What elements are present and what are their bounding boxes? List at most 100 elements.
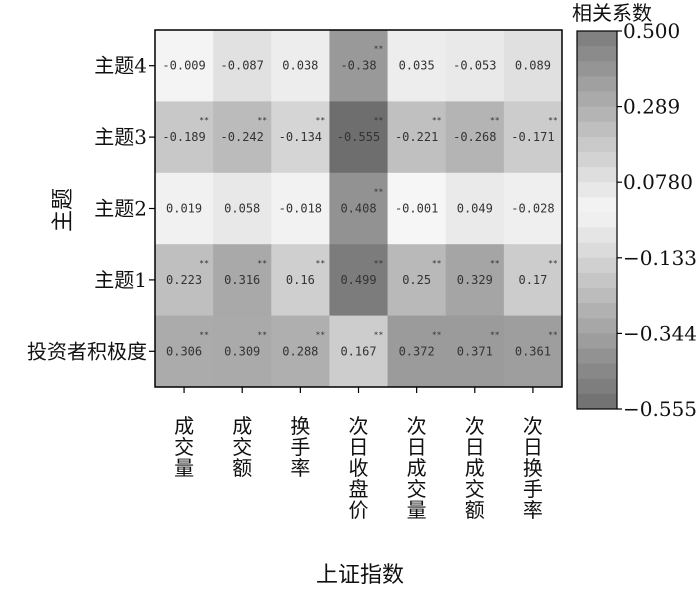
column-label: 次日成交量 xyxy=(407,414,427,522)
colorbar-swatch xyxy=(577,212,617,229)
heatmap-cell xyxy=(271,244,330,317)
heatmap-cell xyxy=(329,172,389,245)
colorbar-swatch xyxy=(577,393,617,410)
cell-value-label: 0.288 xyxy=(282,344,318,358)
cell-value-label: 0.25 xyxy=(402,273,431,287)
cell-value-label: -0.555 xyxy=(337,130,380,144)
colorbar-frame xyxy=(576,30,618,410)
row-label: 主题2 xyxy=(94,197,147,221)
cell-value-label: -0.053 xyxy=(453,59,496,73)
colorbar-swatch xyxy=(577,288,617,304)
heatmap-cell xyxy=(271,30,330,102)
heatmap-cell xyxy=(155,172,214,245)
cell-value-label: -0.028 xyxy=(511,202,554,216)
colorbar-swatch xyxy=(577,303,617,319)
cell-value-label: 0.371 xyxy=(457,344,493,358)
colorbar-tick-label: −0.555 xyxy=(623,397,697,421)
colorbar-swatch xyxy=(577,121,617,138)
significance-mark: ** xyxy=(490,116,500,125)
significance-mark: ** xyxy=(374,188,384,197)
heatmap-cell xyxy=(445,315,505,388)
significance-mark: ** xyxy=(257,330,267,339)
significance-mark: ** xyxy=(199,330,209,339)
cell-value-label: 0.499 xyxy=(340,273,376,287)
colorbar-swatch xyxy=(577,106,617,123)
cell-value-label: 0.058 xyxy=(224,202,260,216)
colorbar-tick-label: 0.500 xyxy=(623,19,680,43)
cell-value-label: -0.009 xyxy=(162,59,205,73)
cell-value-label: 0.372 xyxy=(399,344,435,358)
cell-value-label: -0.018 xyxy=(279,202,322,216)
heatmap-cell xyxy=(155,101,214,174)
cell-value-label: -0.087 xyxy=(221,59,264,73)
heatmap-cell xyxy=(445,172,505,245)
colorbar-swatch xyxy=(577,136,617,153)
heatmap-cell xyxy=(387,315,447,388)
column-label: 换手率 xyxy=(290,414,310,480)
heatmap-cell xyxy=(155,315,214,388)
heatmap-cell xyxy=(503,101,563,174)
colorbar-swatch xyxy=(577,31,617,47)
cell-value-label: -0.001 xyxy=(395,202,438,216)
column-label: 次日换手率 xyxy=(523,414,543,522)
heatmap-cell xyxy=(445,101,505,174)
cell-value-label: 0.038 xyxy=(282,59,318,73)
significance-mark: ** xyxy=(490,330,500,339)
heatmap-cell xyxy=(387,172,447,245)
x-axis-title: 上证指数 xyxy=(316,563,404,588)
heatmap-cell xyxy=(503,315,563,388)
heatmap-cell xyxy=(213,172,272,245)
cell-value-label: -0.268 xyxy=(453,130,496,144)
cell-value-label: 0.361 xyxy=(515,344,551,358)
cell-value-label: 0.306 xyxy=(166,344,202,358)
significance-mark: ** xyxy=(432,330,442,339)
colorbar-swatch xyxy=(577,272,617,289)
cell-value-label: 0.408 xyxy=(340,202,376,216)
column-label: 成交量 xyxy=(174,414,194,480)
heatmap-cell xyxy=(213,244,272,317)
row-labels: 主题4 主题3 主题2 主题1 投资者积极度 xyxy=(27,54,155,363)
cell-value-label: -0.171 xyxy=(511,130,554,144)
significance-mark: ** xyxy=(548,116,558,125)
significance-mark: ** xyxy=(548,330,558,339)
colorbar-swatch xyxy=(577,91,617,108)
heatmap-cell xyxy=(387,244,447,317)
colorbar-swatch xyxy=(577,197,617,213)
cell-value-label: -0.134 xyxy=(279,130,322,144)
significance-mark: ** xyxy=(432,116,442,125)
significance-mark: ** xyxy=(199,116,209,125)
heatmap-cell xyxy=(503,172,563,245)
cell-value-label: -0.189 xyxy=(162,130,205,144)
colorbar-swatch xyxy=(577,318,617,334)
significance-mark: ** xyxy=(374,116,384,125)
heatmap-cell xyxy=(271,101,330,174)
row-label: 投资者积极度 xyxy=(27,339,147,363)
heatmap-cell xyxy=(155,244,214,317)
cell-value-label: 0.035 xyxy=(399,59,435,73)
significance-mark: ** xyxy=(199,259,209,268)
cell-value-label: 0.16 xyxy=(286,273,315,287)
heatmap-cell xyxy=(329,101,389,174)
cell-value-label: 0.17 xyxy=(518,273,547,287)
plot-frame xyxy=(154,29,563,388)
significance-mark: ** xyxy=(316,259,326,268)
heatmap-cell xyxy=(445,244,505,317)
heatmap-cell xyxy=(213,30,272,102)
colorbar-swatch xyxy=(577,151,617,168)
heatmap-cell xyxy=(329,30,389,102)
column-label: 次日成交额 xyxy=(465,414,485,522)
significance-mark: ** xyxy=(374,45,384,54)
colorbar-swatch xyxy=(577,61,617,77)
colorbar-swatch xyxy=(577,348,617,365)
cell-value-label: 0.223 xyxy=(166,273,202,287)
colorbar-swatch xyxy=(577,378,617,395)
cell-value-label: 0.316 xyxy=(224,273,260,287)
row-label: 主题3 xyxy=(94,125,147,149)
colorbar-tick-label: −0.133 xyxy=(623,246,697,270)
heatmap-cell xyxy=(271,315,330,388)
significance-mark: ** xyxy=(374,259,384,268)
heatmap-cell xyxy=(329,315,389,388)
significance-mark: ** xyxy=(316,116,326,125)
heatmap-cell xyxy=(387,101,447,174)
